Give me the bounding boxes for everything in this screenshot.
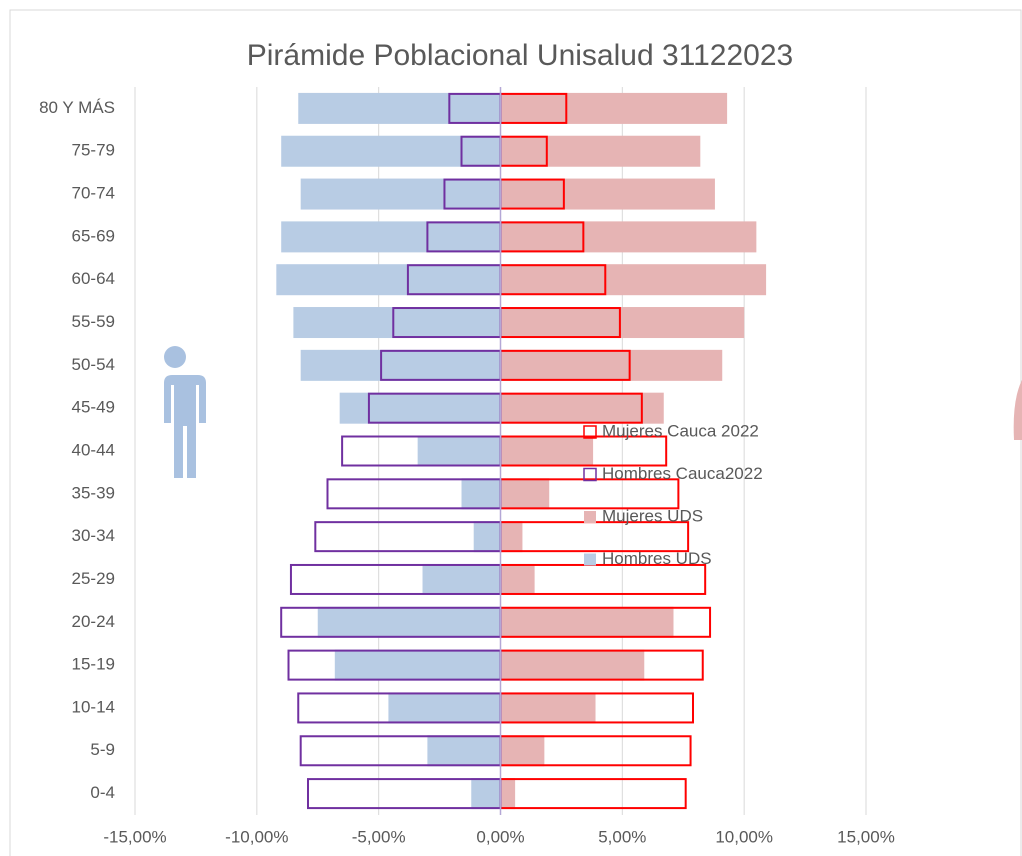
legend-label: Hombres Cauca2022 [602, 464, 763, 483]
bar [317, 606, 501, 638]
chart-title: Pirámide Poblacional Unisalud 31122023 [247, 39, 793, 72]
y-tick-label: 35-39 [72, 483, 115, 502]
legend-label: Mujeres UDS [602, 506, 703, 525]
bar [500, 521, 523, 553]
y-tick-label: 50-54 [72, 355, 115, 374]
bar [500, 563, 535, 595]
y-tick-label: 80 Y MÁS [39, 98, 115, 117]
x-tick-label: 10,00% [715, 827, 773, 846]
bar [339, 392, 501, 424]
y-tick-label: 5-9 [90, 740, 115, 759]
person-icon-cut [1013, 380, 1022, 440]
bar [500, 606, 674, 638]
legend-swatch [584, 553, 596, 566]
y-tick-label: 60-64 [72, 269, 115, 288]
bar [500, 92, 728, 124]
bar [334, 649, 501, 681]
bar [473, 521, 501, 553]
y-tick-label: 45-49 [72, 398, 115, 417]
y-tick-label: 10-14 [72, 697, 115, 716]
x-tick-label: 5,00% [598, 827, 646, 846]
bar [500, 221, 757, 253]
bar [500, 649, 645, 681]
bar [300, 349, 501, 381]
bar [500, 692, 596, 724]
y-tick-label: 20-24 [72, 612, 115, 631]
bar [500, 478, 550, 510]
x-tick-label: 15,00% [837, 827, 895, 846]
legend-label: Mujeres Cauca 2022 [602, 421, 759, 440]
bar [281, 135, 501, 167]
y-tick-label: 30-34 [72, 526, 115, 545]
legend-swatch [584, 511, 596, 523]
bar [500, 778, 516, 810]
bar [500, 135, 701, 167]
x-tick-label: -10,00% [225, 827, 288, 846]
x-tick-label: -15,00% [103, 827, 166, 846]
bar [276, 264, 501, 296]
legend-swatch [583, 467, 597, 482]
bar [471, 778, 501, 810]
bar [500, 349, 723, 381]
y-tick-label: 70-74 [72, 184, 115, 203]
bar [417, 435, 501, 467]
bar [427, 735, 501, 767]
bar [500, 735, 545, 767]
y-tick-label: 75-79 [72, 141, 115, 160]
person-icon [152, 346, 206, 478]
x-tick-label: -5,00% [352, 827, 406, 846]
x-tick-label: 0,00% [476, 827, 524, 846]
y-tick-label: 15-19 [72, 655, 115, 674]
bar [500, 264, 767, 296]
legend-label: Hombres UDS [602, 549, 712, 568]
y-tick-label: 0-4 [90, 783, 115, 802]
bar [293, 307, 501, 339]
bar [388, 692, 501, 724]
legend-swatch [583, 425, 597, 439]
bar [500, 307, 745, 339]
bar [281, 221, 501, 253]
y-tick-label: 25-29 [72, 569, 115, 588]
bar [298, 92, 501, 124]
bar [500, 178, 715, 210]
y-tick-label: 55-59 [72, 312, 115, 331]
bar [500, 392, 664, 424]
bar [300, 178, 501, 210]
bar [461, 478, 501, 510]
y-tick-label: 65-69 [72, 226, 115, 245]
bar [500, 435, 594, 467]
bar [422, 563, 501, 595]
y-tick-label: 40-44 [72, 440, 115, 459]
